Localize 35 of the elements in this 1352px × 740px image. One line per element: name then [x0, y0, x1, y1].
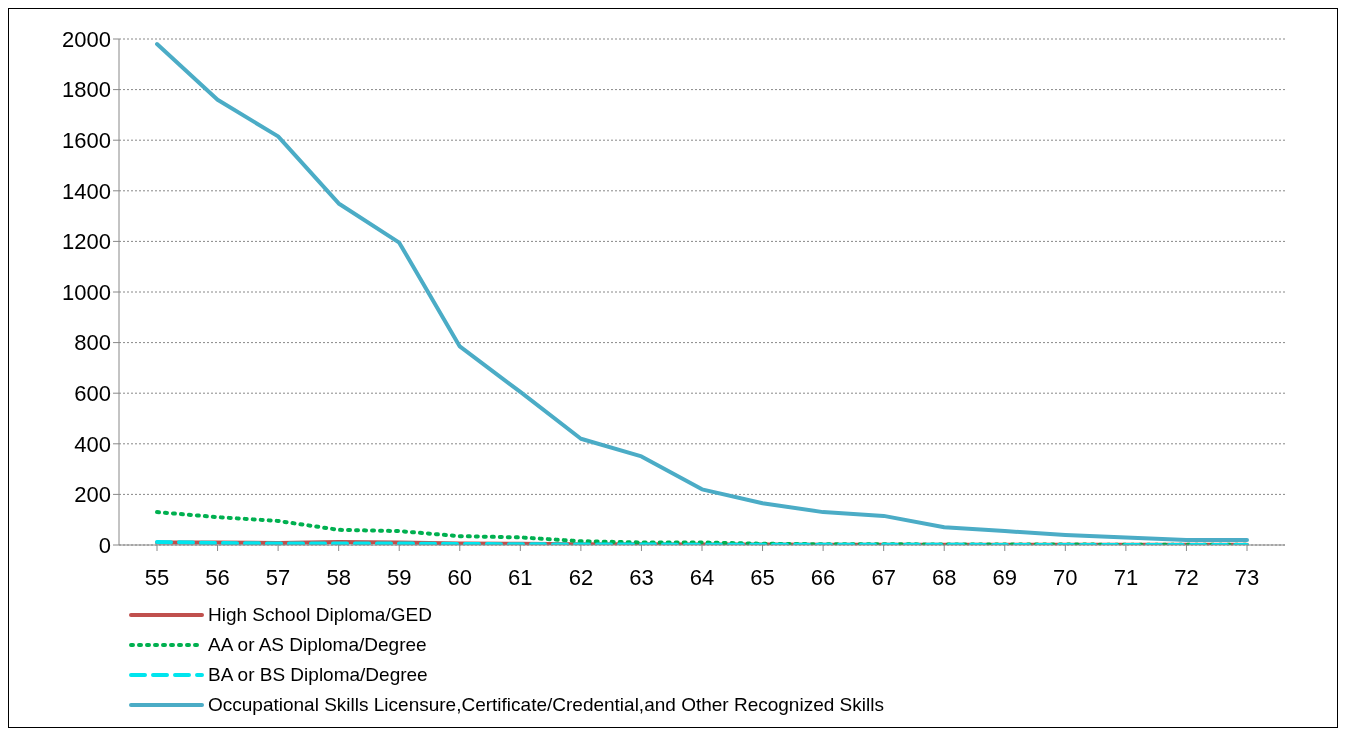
x-tick-label: 59 — [386, 564, 412, 590]
y-tick-label: 1400 — [62, 178, 111, 204]
y-tick-label: 800 — [74, 330, 111, 356]
x-tick-label: 62 — [568, 564, 594, 590]
x-tick-label: 56 — [205, 564, 230, 590]
y-tick-label: 0 — [98, 532, 111, 558]
x-tick-label: 63 — [629, 564, 654, 590]
x-tick-label: 72 — [1174, 564, 1199, 590]
legend-label: BA or BS Diploma/Degree — [208, 664, 428, 686]
x-tick-label: 70 — [1053, 564, 1078, 590]
x-tick-label: 58 — [326, 564, 351, 590]
x-tick-label: 55 — [144, 564, 170, 590]
x-tick-label: 65 — [750, 564, 775, 590]
x-tick-label: 69 — [992, 564, 1018, 590]
x-tick-label: 71 — [1113, 564, 1139, 590]
legend-label: Occupational Skills Licensure,Certificate/Credential,and Other Recognized Skills — [208, 694, 884, 716]
legend-label: AA or AS Diploma/Degree — [208, 634, 427, 656]
x-tick-label: 73 — [1234, 564, 1260, 590]
line-series — [155, 42, 1249, 542]
y-tick-label: 1200 — [62, 229, 111, 255]
x-tick-label: 61 — [508, 564, 533, 590]
x-tick-label: 60 — [447, 564, 473, 590]
y-tick-label: 1800 — [62, 77, 111, 103]
legend-label: High School Diploma/GED — [208, 604, 432, 626]
y-tick-label: 400 — [74, 431, 111, 457]
x-tick-label: 67 — [871, 564, 896, 590]
y-tick-label: 200 — [74, 482, 111, 508]
x-tick-label: 64 — [689, 564, 715, 590]
x-tick-label: 57 — [265, 564, 291, 590]
y-tick-label: 600 — [74, 381, 111, 407]
y-tick-label: 2000 — [62, 26, 111, 52]
y-tick-label: 1000 — [62, 279, 111, 305]
y-tick-label: 1600 — [62, 128, 111, 154]
x-tick-label: 66 — [810, 564, 836, 590]
x-tick-label: 68 — [931, 564, 957, 590]
